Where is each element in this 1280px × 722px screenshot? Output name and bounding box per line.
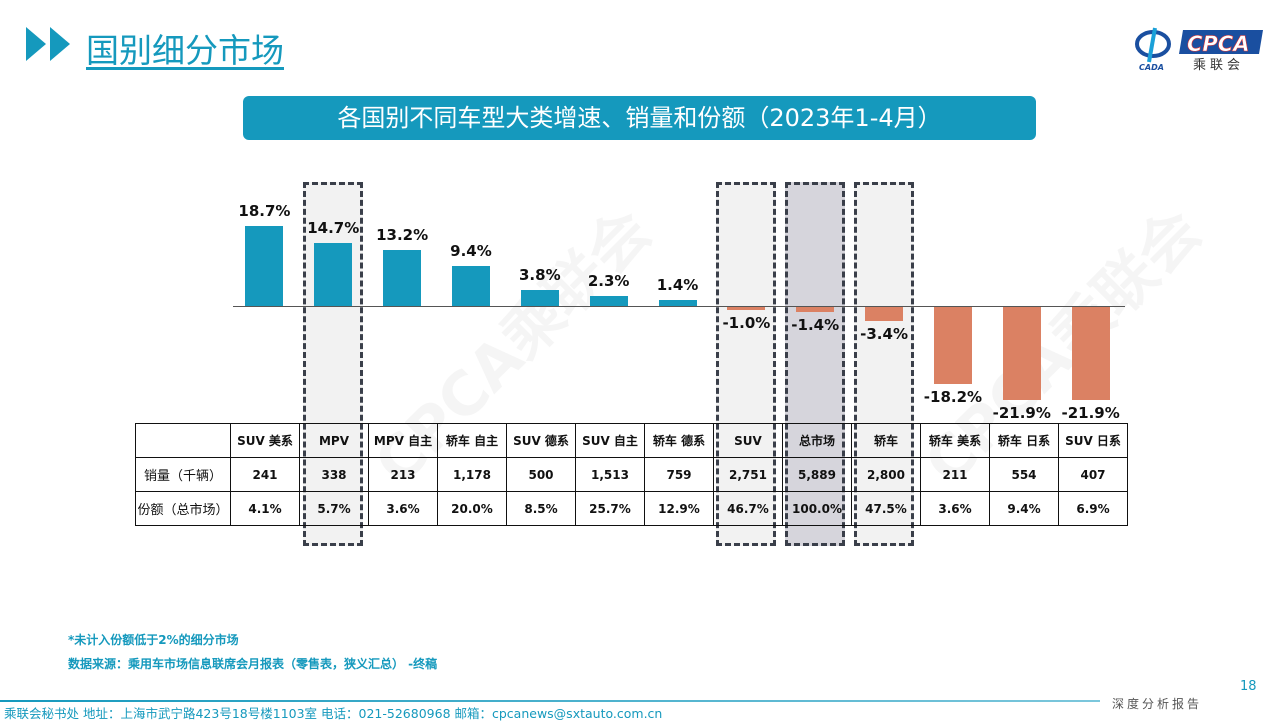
row-label: 份额（总市场） [135, 491, 231, 526]
bar [658, 300, 697, 306]
chevron-icon [50, 27, 70, 61]
chart-title: 各国别不同车型大类增速、销量和份额（2023年1-4月） [243, 96, 1036, 140]
bar [314, 243, 353, 306]
data-label: 13.2% [376, 225, 429, 244]
column-header: SUV 德系 [506, 423, 576, 458]
table-cell: 6.9% [1058, 491, 1128, 526]
footer-contact: 乘联会秘书处 地址：上海市武宁路423号18号楼1103室 电话：021-526… [4, 706, 663, 721]
bar [383, 249, 422, 306]
table-cell: 338 [299, 457, 369, 492]
table-cell: 1,178 [437, 457, 507, 492]
page-number: 18 [1240, 679, 1257, 694]
table-cell: 5.7% [299, 491, 369, 526]
table-cell: 3.6% [920, 491, 990, 526]
table-cell: 100.0% [782, 491, 852, 526]
column-header: 轿车 日系 [989, 423, 1059, 458]
svg-text:CADA: CADA [1139, 63, 1164, 72]
column-header: 轿车 美系 [920, 423, 990, 458]
table-cell: 3.6% [368, 491, 438, 526]
column-header: 轿车 [851, 423, 921, 458]
table-cell: 4.1% [230, 491, 300, 526]
bar [865, 306, 904, 321]
column-header: SUV [713, 423, 783, 458]
column-header: SUV 自主 [575, 423, 645, 458]
table-corner [135, 423, 231, 458]
chevron-icon [26, 27, 46, 61]
data-label: 18.7% [238, 201, 291, 220]
table-cell: 5,889 [782, 457, 852, 492]
column-header: MPV [299, 423, 369, 458]
cpca-logo: CADA CPCA 乘联会 [1135, 22, 1265, 73]
data-label: 3.8% [519, 265, 561, 284]
data-label: -1.0% [722, 314, 771, 333]
data-label: 2.3% [587, 272, 630, 291]
page-title: 国别细分市场 [86, 31, 284, 70]
column-header: 总市场 [782, 423, 852, 458]
bar [451, 265, 490, 306]
table-cell: 9.4% [989, 491, 1059, 526]
table-cell: 500 [506, 457, 576, 492]
data-label: 14.7% [307, 219, 360, 238]
column-header: SUV 日系 [1058, 423, 1128, 458]
row-label: 销量（千辆） [135, 457, 231, 492]
data-label: -18.2% [923, 387, 983, 406]
table-cell: 12.9% [644, 491, 714, 526]
bar [1071, 306, 1110, 400]
footer-divider [0, 700, 1100, 702]
bar [520, 289, 559, 306]
table-cell: 2,751 [713, 457, 783, 492]
table-cell: 47.5% [851, 491, 921, 526]
bar [245, 225, 284, 306]
table-cell: 759 [644, 457, 714, 492]
data-label: -1.4% [791, 315, 840, 334]
svg-text:乘联会: 乘联会 [1193, 58, 1244, 72]
bar [1002, 306, 1041, 400]
bar [589, 296, 628, 306]
table-cell: 1,513 [575, 457, 645, 492]
svg-text:CPCA: CPCA [1187, 32, 1249, 56]
data-label: -21.9% [1061, 403, 1120, 422]
column-header: MPV 自主 [368, 423, 438, 458]
zero-axis [233, 306, 1125, 307]
data-label: -21.9% [992, 403, 1051, 422]
footnote: *未计入份额低于2%的细分市场 [68, 633, 239, 647]
table-cell: 211 [920, 457, 990, 492]
bar [933, 306, 972, 384]
table-cell: 25.7% [575, 491, 645, 526]
column-header: 轿车 德系 [644, 423, 714, 458]
table-cell: 20.0% [437, 491, 507, 526]
data-table: SUV 美系 MPV MPV 自主 轿车 自主 SUV 德系 SUV 自主 轿车 德系 SUV… [135, 423, 1128, 526]
data-label: 1.4% [656, 276, 699, 294]
column-header: SUV 美系 [230, 423, 300, 458]
table-cell: 407 [1058, 457, 1128, 492]
column-header: 轿车 自主 [437, 423, 507, 458]
table-cell: 554 [989, 457, 1059, 492]
data-label: -3.4% [860, 324, 908, 343]
table-cell: 8.5% [506, 491, 576, 526]
table-cell: 2,800 [851, 457, 921, 492]
report-label: 深度分析报告 [1112, 697, 1203, 711]
data-source: 数据来源：乘用车市场信息联席会月报表（零售表，狭义汇总） -终稿 [68, 657, 438, 671]
bar [796, 306, 835, 312]
bar [727, 306, 766, 311]
data-label: 9.4% [450, 241, 492, 260]
table-cell: 213 [368, 457, 438, 492]
table-cell: 46.7% [713, 491, 783, 526]
table-cell: 241 [230, 457, 300, 492]
